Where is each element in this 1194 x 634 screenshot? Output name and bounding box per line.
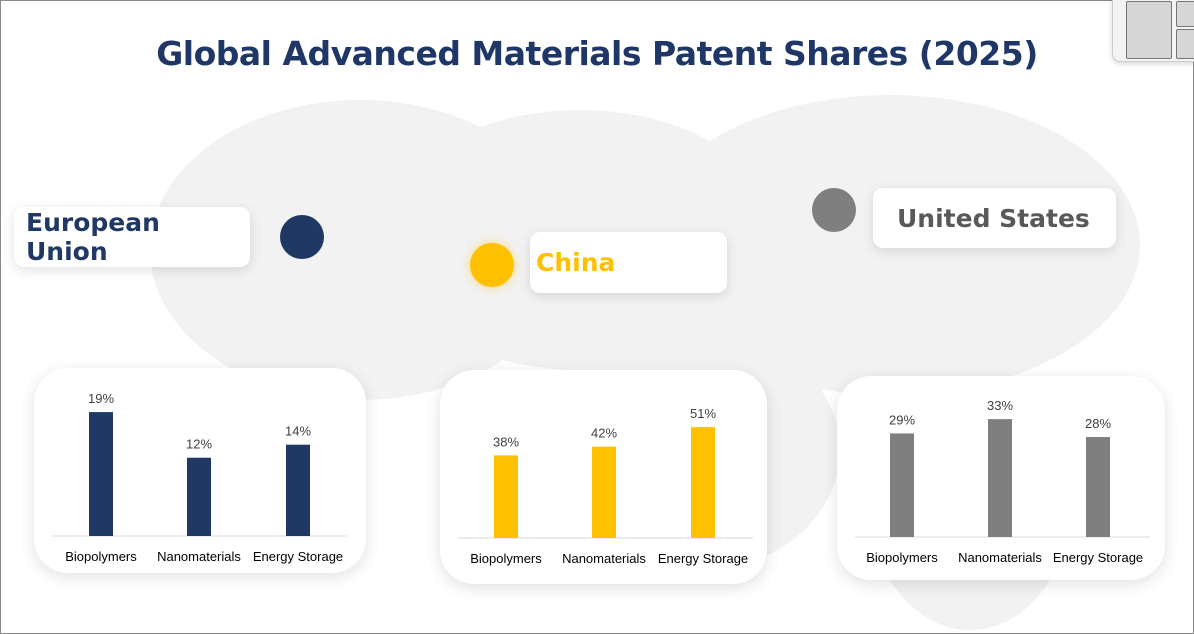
region-marker-us bbox=[812, 188, 856, 232]
region-label-china: China bbox=[530, 232, 727, 293]
region-label-eu: European Union bbox=[14, 207, 250, 267]
data-label: 19% bbox=[88, 391, 114, 406]
category-label: Nanomaterials bbox=[958, 550, 1042, 565]
chart-card-eu: 19% Biopolymers 12% Nanomaterials 14% Energy … bbox=[34, 368, 366, 573]
category-label: Biopolymers bbox=[470, 551, 542, 566]
bar-energy-storage bbox=[286, 444, 310, 536]
bar-chart: 29% Biopolymers 33% Nanomaterials 28% Energy … bbox=[855, 398, 1150, 565]
category-label: Biopolymers bbox=[65, 549, 137, 564]
bar-biopolymers bbox=[89, 412, 113, 536]
data-label: 12% bbox=[186, 437, 212, 452]
data-label: 51% bbox=[690, 406, 716, 421]
data-label: 14% bbox=[285, 424, 311, 439]
region-marker-china bbox=[470, 243, 514, 287]
snap-layout-widget[interactable] bbox=[1112, 0, 1194, 62]
chart-title: Global Advanced Materials Patent Shares … bbox=[156, 34, 1038, 73]
category-label: Nanomaterials bbox=[562, 551, 646, 566]
bar-nanomaterials bbox=[592, 446, 616, 538]
data-label: 38% bbox=[493, 434, 519, 449]
bar-energy-storage bbox=[691, 427, 715, 538]
bar-biopolymers bbox=[890, 433, 914, 537]
region-marker-eu bbox=[280, 215, 324, 259]
bar-biopolymers bbox=[494, 455, 518, 538]
data-label: 33% bbox=[987, 398, 1013, 413]
bar-nanomaterials bbox=[187, 457, 211, 536]
bar-nanomaterials bbox=[988, 419, 1012, 537]
chart-card-us: 29% Biopolymers 33% Nanomaterials 28% Energy … bbox=[837, 376, 1165, 580]
data-label: 29% bbox=[889, 412, 915, 427]
chart-card-china: 38% Biopolymers 42% Nanomaterials 51% Energy … bbox=[440, 370, 767, 584]
data-label: 42% bbox=[591, 426, 617, 441]
data-label: 28% bbox=[1085, 416, 1111, 431]
category-label: Energy Storage bbox=[658, 551, 748, 566]
category-label: Biopolymers bbox=[866, 550, 938, 565]
bar-chart: 19% Biopolymers 12% Nanomaterials 14% Energy … bbox=[52, 391, 347, 564]
bar-chart: 38% Biopolymers 42% Nanomaterials 51% Energy … bbox=[458, 406, 753, 566]
region-label-us: United States bbox=[873, 188, 1116, 248]
category-label: Nanomaterials bbox=[157, 549, 241, 564]
category-label: Energy Storage bbox=[253, 549, 343, 564]
category-label: Energy Storage bbox=[1053, 550, 1143, 565]
bar-energy-storage bbox=[1086, 437, 1110, 537]
